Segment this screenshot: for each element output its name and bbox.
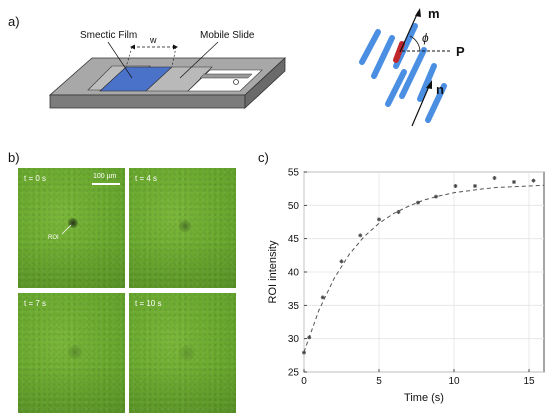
data-point	[416, 200, 420, 205]
y-tick-label: 45	[288, 234, 300, 245]
rod	[371, 35, 395, 79]
data-point	[453, 184, 458, 188]
m-arrowhead	[415, 8, 421, 17]
scale-bar	[92, 183, 120, 185]
y-tick-label: 55	[288, 168, 300, 179]
data-point	[302, 350, 306, 355]
data-point	[512, 180, 516, 184]
x-tick-label: 15	[523, 376, 535, 387]
n-vector	[411, 83, 431, 127]
dark-spot	[68, 345, 82, 359]
phi-arc	[409, 35, 421, 52]
dark-spot	[179, 220, 191, 232]
film-label: Smectic Film	[80, 30, 137, 41]
roi-pointer	[61, 224, 72, 235]
panel-b-label: b)	[8, 150, 20, 165]
rod	[399, 47, 427, 99]
grid	[303, 171, 544, 373]
rod	[359, 29, 381, 65]
molecular-orientation-diagram: m P ϕ n	[359, 6, 465, 127]
frame-time-label: t = 0 s	[24, 174, 47, 183]
y-tick-label: 30	[288, 334, 300, 345]
data-point	[339, 259, 344, 264]
slide-label: Mobile Slide	[200, 30, 255, 41]
x-tick-label: 5	[376, 376, 382, 387]
y-axis-label: ROI intensity	[267, 240, 279, 303]
data-point	[377, 217, 381, 222]
panel-c-label: c)	[258, 150, 269, 165]
data-points	[302, 176, 536, 355]
fit-curve	[303, 184, 545, 353]
panel-a-label: a)	[8, 14, 20, 29]
slide-screw	[233, 79, 239, 85]
phi-label: ϕ	[422, 31, 429, 45]
base-front	[49, 94, 246, 109]
width-label: w	[149, 35, 157, 45]
film-leader	[107, 41, 133, 79]
base-side	[244, 57, 286, 109]
film-setup-diagram: w Smectic Film Mobile Slide	[48, 30, 287, 109]
frame-time-label: t = 10 s	[135, 299, 162, 308]
width-guide-left	[125, 46, 133, 68]
mobile-slide	[145, 66, 213, 92]
data-point	[434, 194, 438, 199]
data-point	[531, 178, 536, 183]
rod	[425, 83, 447, 123]
slide-leader	[179, 41, 219, 79]
width-guide-right	[171, 46, 177, 68]
ticks: 0 5 10 15 25 30 35 40 45 50 55	[288, 168, 535, 388]
roi-label: ROI	[48, 235, 59, 241]
n-label: n	[436, 82, 444, 97]
width-arrowhead-right	[173, 44, 178, 50]
dark-spot	[68, 218, 78, 228]
y-tick-label: 50	[288, 201, 300, 212]
data-point	[307, 335, 312, 340]
p-label: P	[456, 44, 465, 59]
y-tick-label: 40	[288, 268, 300, 279]
data-point	[396, 210, 401, 214]
m-vector	[399, 11, 419, 53]
data-point	[358, 233, 363, 238]
rods-group	[359, 23, 447, 123]
x-tick-label: 10	[448, 376, 460, 387]
x-tick-label: 0	[301, 376, 307, 387]
width-arrowhead-left	[130, 44, 135, 50]
micrograph-frame-2: t = 7 s	[18, 293, 125, 413]
rod-highlight	[393, 41, 405, 63]
y-tick-label: 35	[288, 301, 300, 312]
rod	[385, 69, 407, 107]
micrograph-frame-0: t = 0 s 100 µm ROI	[18, 168, 125, 288]
frame-time-label: t = 7 s	[24, 299, 47, 308]
y-tick-label: 25	[288, 368, 300, 379]
data-point	[473, 184, 477, 188]
data-point	[492, 176, 497, 180]
micrograph-frame-3: t = 10 s	[129, 293, 236, 413]
rod	[417, 63, 437, 102]
frame-time-label: t = 4 s	[135, 174, 158, 183]
micrograph-frame-1: t = 4 s	[129, 168, 236, 288]
slide-rail	[199, 73, 253, 79]
n-arrowhead	[426, 80, 432, 89]
x-axis-label: Time (s)	[404, 392, 444, 404]
dark-spot	[179, 345, 195, 361]
intensity-chart: 0 5 10 15 25 30 35 40 45 50 55 Time (s) ROI intens…	[267, 168, 545, 404]
data-point	[320, 295, 325, 300]
m-label: m	[428, 6, 440, 21]
scale-bar-label: 100 µm	[93, 173, 117, 180]
